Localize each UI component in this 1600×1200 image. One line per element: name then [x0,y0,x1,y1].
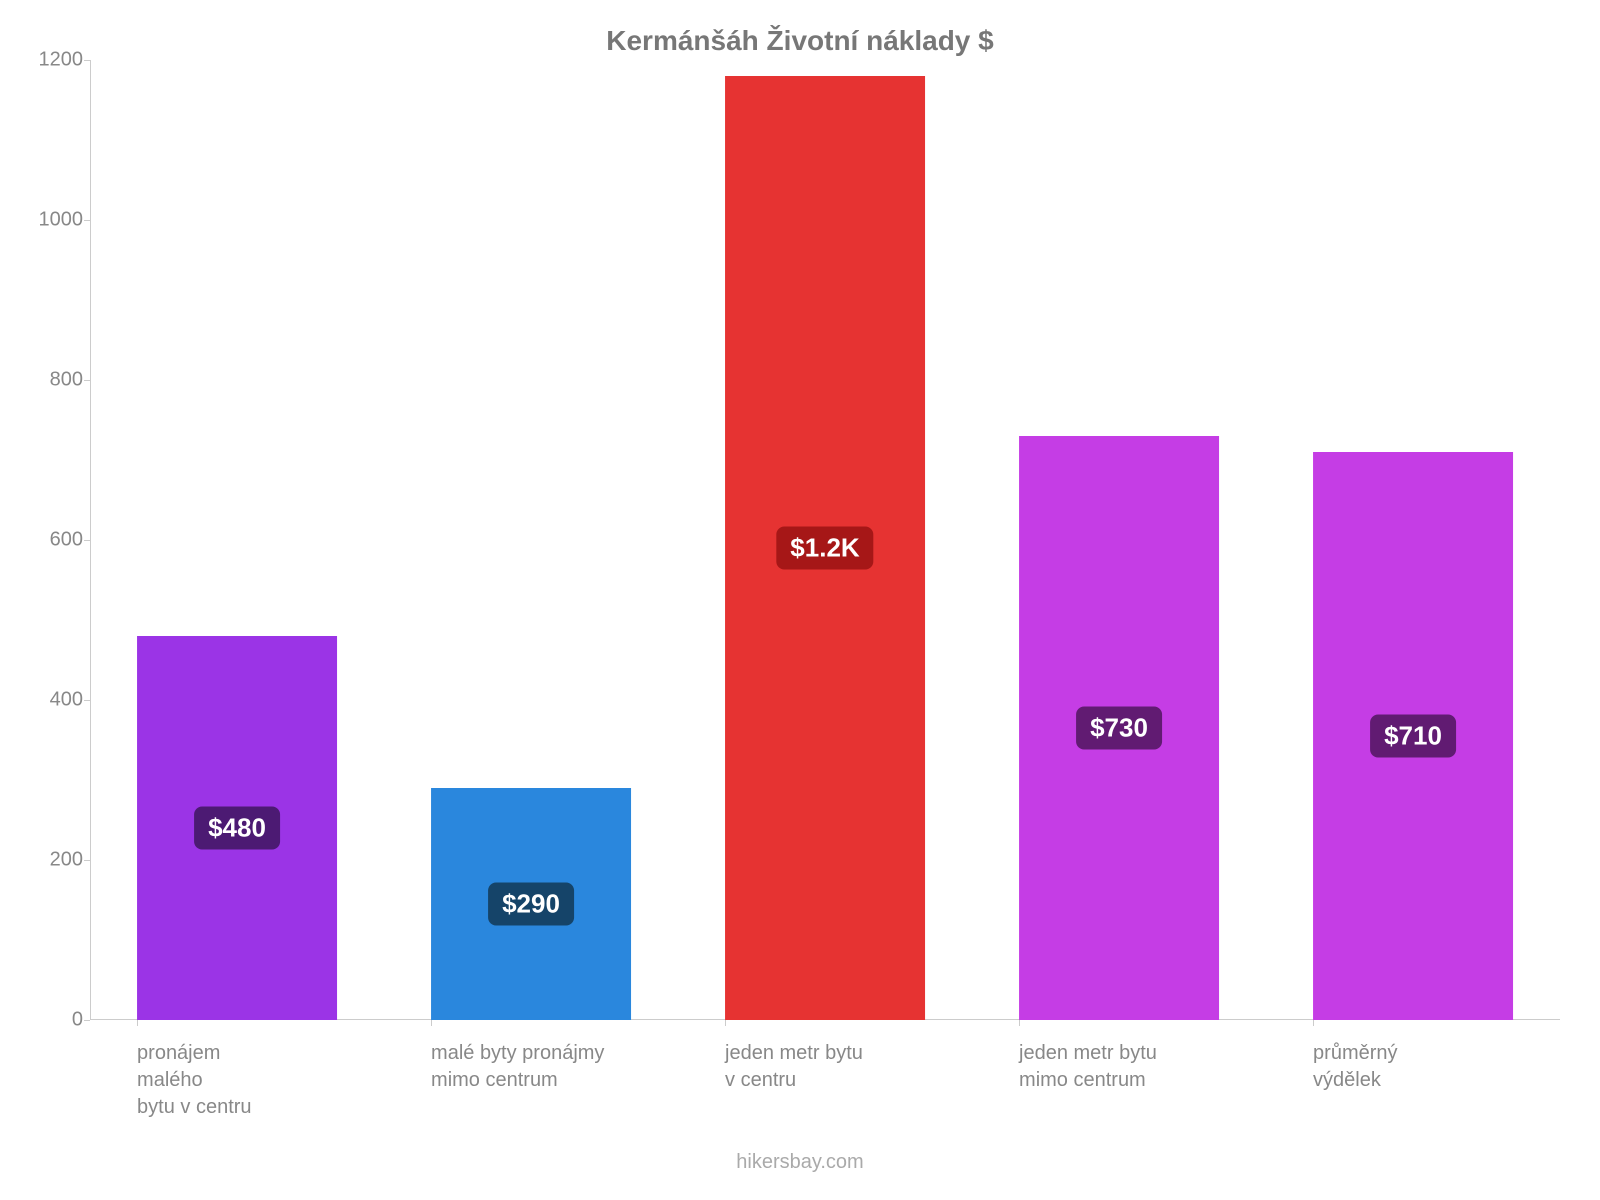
bar-value-badge: $290 [488,883,574,926]
x-tick-label: pronájem malého bytu v centru [137,1040,397,1121]
y-tick-label: 800 [28,369,83,392]
x-tick-mark [137,1020,138,1026]
bar-slot: $730 [972,60,1266,1020]
x-tick-mark [1019,1020,1020,1026]
bar-slot: $290 [384,60,678,1020]
x-tick-mark [1313,1020,1314,1026]
bar-value-badge: $730 [1076,707,1162,750]
x-tick-label: jeden metr bytu mimo centrum [1019,1040,1279,1094]
x-tick-label: jeden metr bytu v centru [725,1040,985,1094]
plot-area: 020040060080010001200$480pronájem malého… [90,60,1560,1020]
y-tick-label: 1000 [28,209,83,232]
x-tick-label: průměrný výdělek [1313,1040,1573,1094]
y-tick-label: 0 [28,1009,83,1032]
bar-slot: $1.2K [678,60,972,1020]
bar-value-badge: $480 [194,807,280,850]
y-tick-mark [84,1020,90,1021]
x-tick-mark [725,1020,726,1026]
y-tick-label: 600 [28,529,83,552]
chart-title: Kermánšáh Životní náklady $ [0,25,1600,57]
x-tick-label: malé byty pronájmy mimo centrum [431,1040,691,1094]
y-tick-label: 400 [28,689,83,712]
bar-slot: $710 [1266,60,1560,1020]
y-tick-label: 1200 [28,49,83,72]
bar-value-badge: $710 [1370,715,1456,758]
x-tick-mark [431,1020,432,1026]
y-tick-label: 200 [28,849,83,872]
chart-footer: hikersbay.com [0,1151,1600,1174]
bar-slot: $480 [90,60,384,1020]
bar-value-badge: $1.2K [776,527,873,570]
chart-container: Kermánšáh Životní náklady $ 020040060080… [0,0,1600,1200]
